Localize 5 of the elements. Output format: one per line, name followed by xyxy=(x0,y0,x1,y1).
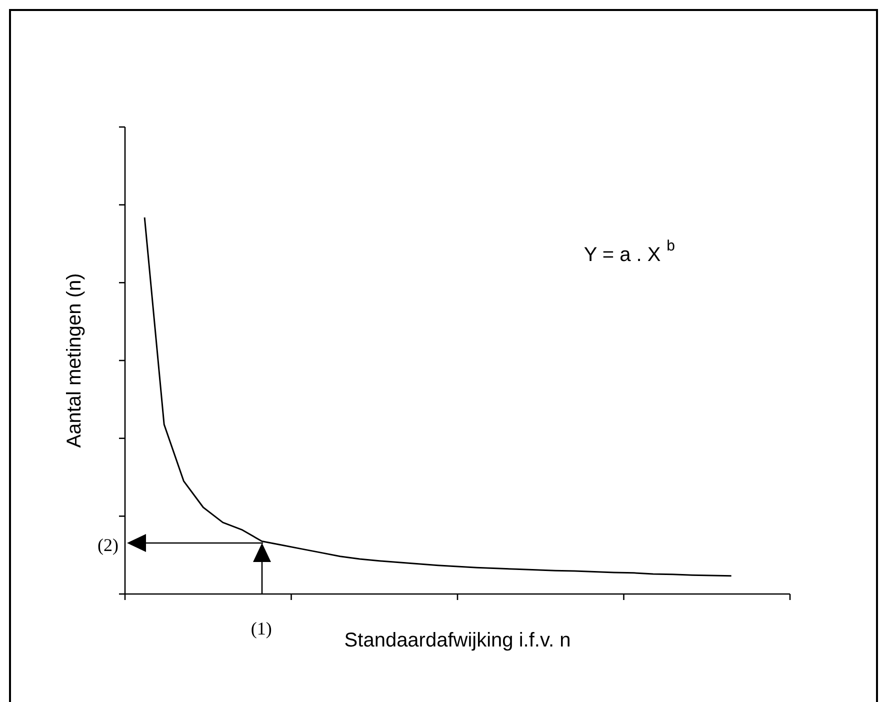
annotation: Y = a . X b xyxy=(584,238,676,266)
text: (1) xyxy=(250,618,272,639)
x-axis-title: Standaardafwijking i.f.v. n xyxy=(344,630,571,652)
y-axis-title: Aantal metingen (n) xyxy=(64,273,86,448)
text: (2) xyxy=(98,535,119,556)
